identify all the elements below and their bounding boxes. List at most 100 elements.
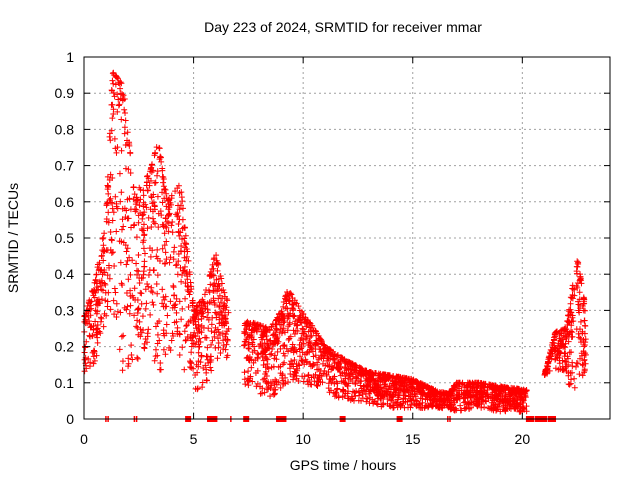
data-point [272,376,279,383]
data-point [562,365,569,372]
data-point [569,314,576,321]
data-point [556,354,563,361]
data-point [397,401,404,408]
data-point [139,215,146,222]
data-point [110,80,117,87]
data-point [100,257,107,264]
data-point [411,390,418,397]
data-point [355,388,362,395]
data-point [105,209,112,216]
data-point [113,200,120,207]
data-point [86,363,93,370]
data-point [136,275,143,282]
data-point [195,338,202,345]
data-point [301,351,308,358]
data-point [357,371,364,378]
data-point [258,328,265,335]
data-point [276,310,283,317]
data-point [492,386,499,393]
data-point [123,248,130,255]
data-point [447,401,454,408]
data-point [467,387,474,394]
data-point [279,371,286,378]
data-point [123,306,130,313]
data-point [203,377,210,384]
y-tick-label: 0.4 [55,266,75,282]
data-point [221,289,228,296]
data-point [289,360,296,367]
data-point [92,318,99,325]
data-point [577,318,584,325]
data-point [466,379,473,386]
data-point [109,249,116,256]
data-point [148,193,155,200]
data-point [214,355,221,362]
data-point [126,139,133,146]
data-point [163,195,170,202]
data-point [203,369,210,376]
data-point [199,308,206,315]
data-point [174,328,181,335]
data-point [106,130,113,137]
data-point [310,360,317,367]
data-point [95,296,102,303]
data-point [287,333,294,340]
data-point [484,391,491,398]
data-point [173,211,180,218]
data-point [144,225,151,232]
data-point [154,352,161,359]
data-point [147,177,154,184]
data-point [140,203,147,210]
data-point [581,343,588,350]
data-point [133,260,140,267]
data-point [148,169,155,176]
data-point [291,331,298,338]
data-point [133,234,140,241]
data-point [419,395,426,402]
data-point [119,91,126,98]
data-point [285,378,292,385]
data-point [580,336,587,343]
y-tick-label: 0.5 [55,230,75,246]
data-point [173,261,180,268]
data-point [211,333,218,340]
data-point [160,327,167,334]
data-point [173,309,180,316]
data-point [386,402,393,409]
data-point [134,354,141,361]
data-point [189,334,196,341]
data-point [92,277,99,284]
data-point [104,272,111,279]
data-point [268,382,275,389]
data-point [492,392,499,399]
data-points [81,69,589,422]
data-point [173,318,180,325]
data-point [161,242,168,249]
data-point [294,328,301,335]
data-point [140,221,147,228]
data-point [131,221,138,228]
data-point [510,397,517,404]
data-point [191,308,198,315]
data-point [135,305,142,312]
data-point [224,328,231,335]
data-point [117,309,124,316]
data-point [117,198,124,205]
data-point [136,202,143,209]
data-point [291,357,298,364]
data-point [500,402,507,409]
data-point [112,145,119,152]
data-point [389,394,396,401]
y-tick-label: 0.3 [55,302,75,318]
data-point [97,282,104,289]
data-point [174,271,181,278]
data-point [183,241,190,248]
data-point [344,395,351,402]
data-point [280,325,287,332]
data-point [440,397,447,404]
data-point [576,309,583,316]
data-point [419,389,426,396]
data-point [217,299,224,306]
data-point [141,345,148,352]
data-point [149,161,156,168]
